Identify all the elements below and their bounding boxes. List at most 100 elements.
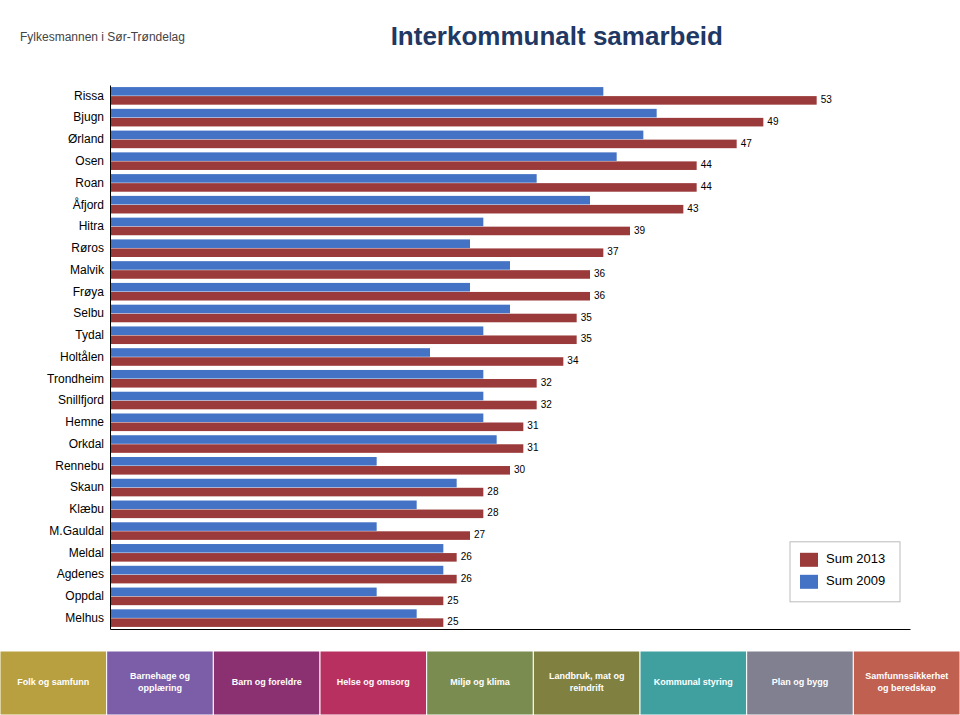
data-labels: 5349474444433937363635353432323131302828… xyxy=(447,94,832,627)
data-label: 28 xyxy=(487,486,499,497)
footer-box xyxy=(427,651,534,715)
legend-box xyxy=(790,542,900,602)
tick: Orkdal xyxy=(69,437,110,451)
legend-label: Sum 2013 xyxy=(826,551,885,566)
axis-line xyxy=(110,86,111,630)
tick-label: Trondheim xyxy=(47,372,104,386)
tick-label: Klæbu xyxy=(69,502,104,516)
tick: Ørland xyxy=(68,132,110,146)
data-label: 49 xyxy=(767,116,779,127)
bars xyxy=(110,87,817,627)
footer-label: Landbruk, mat ogreindrift xyxy=(549,671,625,693)
bar xyxy=(110,283,470,292)
bar xyxy=(110,370,483,379)
bar xyxy=(110,553,457,562)
tick: Selbu xyxy=(73,306,110,320)
data-label: 47 xyxy=(741,138,753,149)
bar xyxy=(110,140,737,149)
tick: Bjugn xyxy=(73,110,110,124)
tick-label: Hemne xyxy=(65,415,104,429)
series xyxy=(110,96,817,627)
bar xyxy=(110,479,457,488)
tick-label: Selbu xyxy=(73,306,104,320)
data-label: 44 xyxy=(701,159,713,170)
tick-label: Tydal xyxy=(75,328,104,342)
bar xyxy=(110,314,577,323)
bar xyxy=(110,575,457,584)
tick: Oppdal xyxy=(65,589,110,603)
data-label: 26 xyxy=(461,551,473,562)
tick: Rissa xyxy=(74,89,110,103)
footer-label: Folk og samfunn xyxy=(17,677,89,687)
bar xyxy=(110,152,617,161)
tick: Snillfjord xyxy=(58,393,110,407)
data-label: 53 xyxy=(821,94,833,105)
footer-box xyxy=(107,651,214,715)
tick-label: Røros xyxy=(71,241,104,255)
bar xyxy=(110,357,563,366)
data-label: 31 xyxy=(527,442,539,453)
bar xyxy=(110,270,590,279)
data-label: 37 xyxy=(607,246,619,257)
bar xyxy=(110,326,483,335)
category-axis: RissaBjugnØrlandOsenRoanÅfjordHitraRøros… xyxy=(47,86,110,630)
tick: Trondheim xyxy=(47,372,110,386)
tick: Malvik xyxy=(70,263,110,277)
bar xyxy=(110,392,483,401)
tick: Agdenes xyxy=(57,567,110,581)
tick: M.Gauldal xyxy=(49,524,110,538)
tick-label: Holtålen xyxy=(60,350,104,364)
footer-box xyxy=(533,651,640,715)
data-label: 31 xyxy=(527,420,539,431)
tick: Meldal xyxy=(69,546,110,560)
bar xyxy=(110,305,510,314)
legend-label: Sum 2009 xyxy=(826,573,885,588)
tick-label: Ørland xyxy=(68,132,104,146)
bar xyxy=(110,87,603,96)
bar xyxy=(110,401,537,410)
header-note: Fylkesmannen i Sør-Trøndelag xyxy=(20,30,185,44)
tick-label: Snillfjord xyxy=(58,393,104,407)
footer-label: Samfunnssikkerhetog beredskap xyxy=(865,671,948,693)
bar xyxy=(110,261,510,270)
data-label: 39 xyxy=(634,225,646,236)
bar xyxy=(110,239,470,248)
data-label: 30 xyxy=(514,464,526,475)
footer-label: Barnehage ogopplæring xyxy=(130,671,190,693)
bar xyxy=(110,488,483,497)
tick-label: M.Gauldal xyxy=(49,524,104,538)
footer-box xyxy=(853,651,960,715)
legend: Sum 2013 Sum 2009 xyxy=(790,542,900,602)
tick-label: Rissa xyxy=(74,89,104,103)
tick: Røros xyxy=(71,241,110,255)
bar xyxy=(110,457,377,466)
tick: Osen xyxy=(75,154,110,168)
footer-box xyxy=(320,651,427,715)
data-label: 32 xyxy=(541,399,553,410)
footer-label: Barn og foreldre xyxy=(232,677,302,687)
bar xyxy=(110,618,443,627)
data-label: 25 xyxy=(447,595,459,606)
data-label: 25 xyxy=(447,616,459,627)
title: Interkommunalt samarbeid xyxy=(391,21,723,51)
tick-label: Roan xyxy=(75,176,104,190)
bar xyxy=(110,413,483,422)
bar xyxy=(110,205,683,214)
tick: Frøya xyxy=(73,285,110,299)
data-label: 27 xyxy=(474,529,486,540)
footer-box xyxy=(747,651,854,715)
data-label: 35 xyxy=(581,333,593,344)
tick-label: Bjugn xyxy=(73,110,104,124)
footer: Folk og samfunn Barnehage ogopplæring Barn… xyxy=(0,651,960,715)
legend-swatch xyxy=(800,553,818,567)
tick-label: Osen xyxy=(75,154,104,168)
bar xyxy=(110,544,443,553)
bar xyxy=(110,174,537,183)
footer-box xyxy=(0,651,107,715)
data-label: 32 xyxy=(541,377,553,388)
bar xyxy=(110,218,483,227)
tick: Skaun xyxy=(70,480,110,494)
bar xyxy=(110,566,443,575)
bar xyxy=(110,96,817,105)
tick-label: Agdenes xyxy=(57,567,104,581)
